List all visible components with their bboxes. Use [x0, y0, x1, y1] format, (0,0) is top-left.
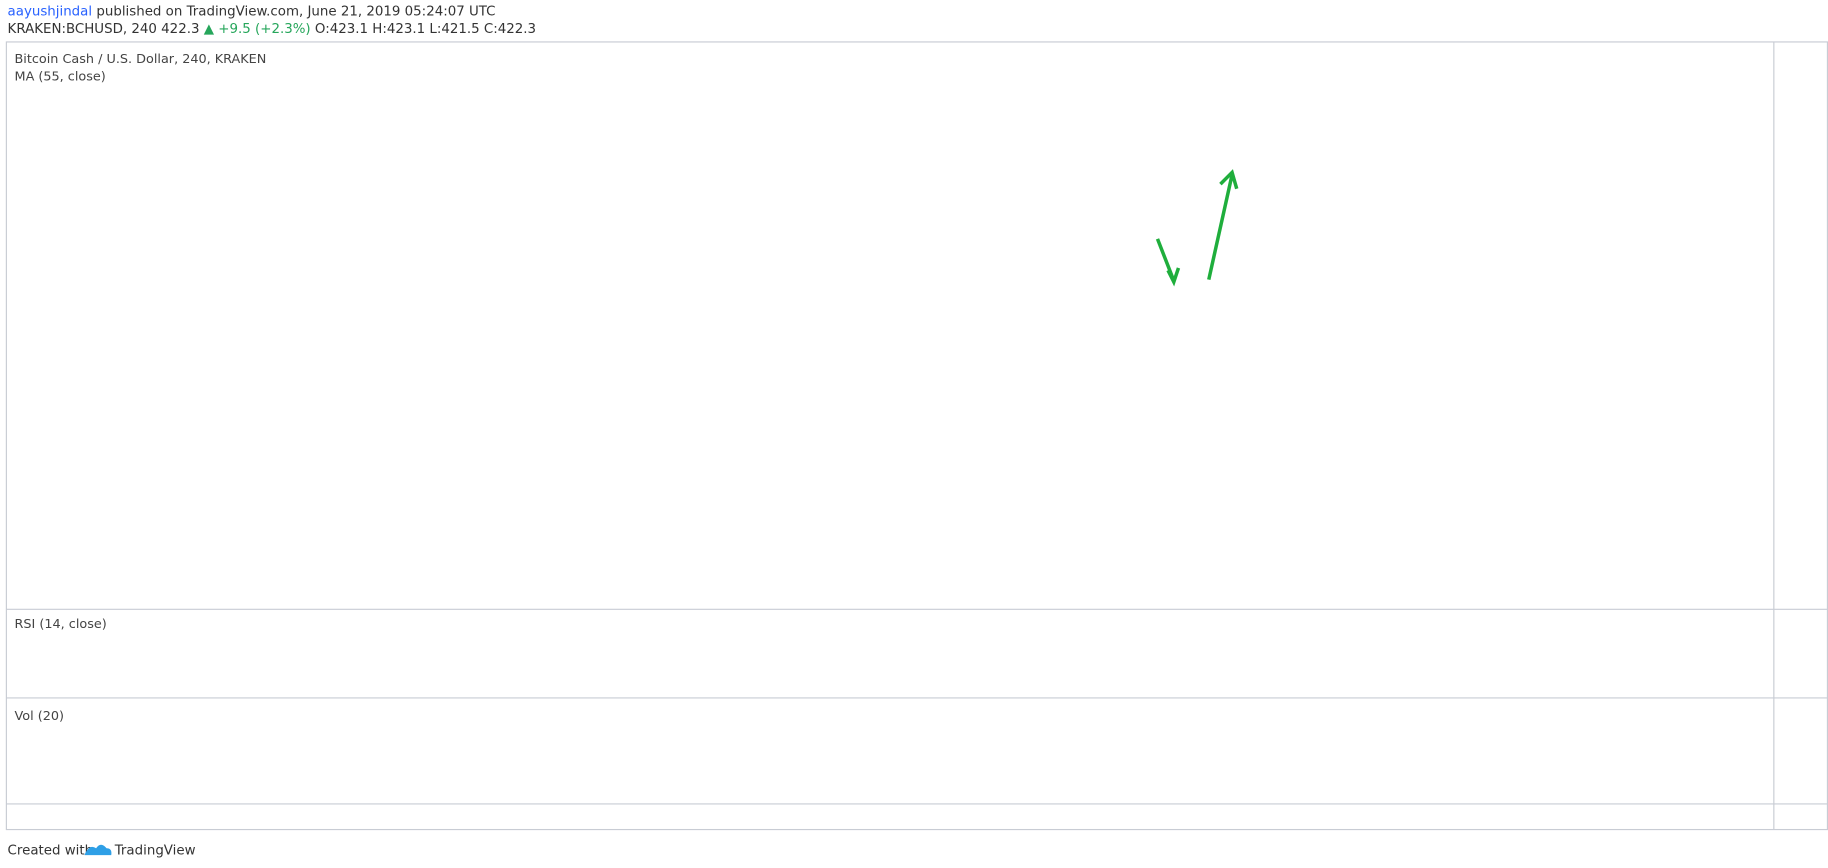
price-title: Bitcoin Cash / U.S. Dollar, 240, KRAKEN — [15, 52, 267, 67]
vol-title: Vol (20) — [15, 709, 64, 724]
ma-legend: MA (55, close) — [15, 69, 106, 84]
quote-line: KRAKEN:BCHUSD, 240 422.3 ▲ +9.5 (+2.3%) … — [8, 22, 536, 37]
footer-created: Created with — [8, 844, 94, 859]
annotations — [1155, 169, 1239, 287]
change: +9.5 (+2.3%) — [218, 22, 310, 37]
author[interactable]: aayushjindal — [8, 5, 93, 20]
publish-line: aayushjindal published on TradingView.co… — [8, 5, 496, 20]
arrow-up — [1207, 174, 1234, 281]
logo-cloud — [84, 844, 112, 856]
frame — [5, 41, 1828, 831]
brand-logo[interactable] — [84, 844, 112, 856]
footer-brand[interactable]: TradingView — [114, 844, 196, 859]
change-arrow: ▲ — [204, 22, 215, 37]
last: 422.3 — [161, 22, 199, 37]
rsi-title: RSI (14, close) — [15, 617, 107, 632]
arrow-head — [1166, 267, 1181, 287]
ohlc: O:423.1 H:423.1 L:421.5 C:422.3 — [315, 22, 536, 37]
published: published on TradingView.com, June 21, 2… — [96, 5, 495, 20]
symbol: KRAKEN:BCHUSD, 240 — [8, 22, 157, 37]
arrow-head — [1219, 169, 1239, 190]
